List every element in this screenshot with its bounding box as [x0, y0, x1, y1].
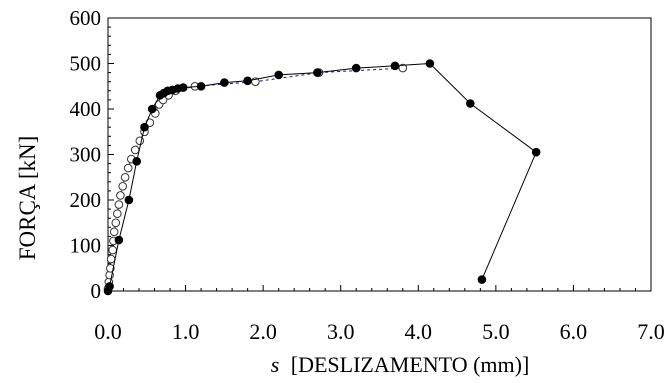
data-point: [114, 200, 124, 209]
data-point: [124, 195, 134, 205]
x-tick-label: 7.0: [637, 319, 665, 344]
y-tick-label: 500: [70, 52, 102, 76]
y-tick-labels: 0 100 200 300 400 500 600: [70, 6, 102, 303]
y-tick-label: 400: [70, 97, 102, 121]
data-point: [140, 122, 149, 132]
data-point: [398, 63, 408, 73]
x-axis-label-text: [DESLIZAMENTO (mm)]: [291, 352, 530, 377]
data-point: [105, 282, 114, 291]
data-point: [243, 76, 252, 86]
x-tick-label: 4.0: [405, 319, 433, 344]
data-point: [116, 191, 125, 200]
data-point: [132, 157, 141, 166]
x-tick-labels: 0.0 1.0 2.0 3.0 4.0 5.0 6.0 7.0: [94, 319, 665, 344]
data-point: [425, 59, 435, 68]
x-axis-label-italic: s: [271, 352, 280, 377]
data-point: [313, 68, 322, 77]
series-0: [103, 59, 541, 296]
data-point: [111, 218, 121, 228]
data-point: [178, 83, 188, 92]
data-point: [390, 61, 400, 71]
y-axis-label: FORÇA [kN]: [15, 136, 40, 261]
data-point: [106, 254, 116, 264]
series-line: [107, 62, 537, 292]
series-line: [107, 67, 403, 289]
data-point: [466, 99, 475, 108]
x-tick-label: 6.0: [560, 319, 588, 344]
plot-border: [107, 17, 652, 292]
data-point: [220, 78, 229, 87]
data-point: [130, 145, 140, 155]
data-point: [109, 227, 119, 237]
x-tick-label: 2.0: [249, 319, 277, 344]
data-point: [120, 173, 130, 182]
x-tick-label: 0.0: [94, 319, 122, 344]
y-tick-label: 100: [70, 234, 102, 258]
y-tick-label: 200: [70, 188, 102, 212]
x-tick-label: 5.0: [482, 319, 510, 344]
x-tick-label: 3.0: [327, 319, 355, 344]
series-1: [103, 63, 408, 294]
data-point: [114, 235, 124, 245]
y-axis: FORÇA [kN]: [15, 136, 40, 261]
data-point: [351, 63, 361, 73]
data-point: [113, 209, 122, 218]
data-point: [477, 275, 487, 284]
data-point: [123, 163, 133, 173]
y-tick-label: 600: [70, 6, 102, 30]
data-point: [147, 104, 157, 114]
data-point: [531, 147, 541, 157]
x-tick-label: 1.0: [172, 319, 200, 344]
data-point: [196, 82, 206, 91]
data-point: [108, 245, 117, 255]
data-point: [118, 182, 127, 191]
y-tick-label: 300: [70, 143, 102, 167]
series-layer: [103, 59, 541, 296]
x-axis-label: s [DESLIZAMENTO (mm)]: [271, 352, 530, 377]
data-point: [274, 70, 284, 80]
y-tick-label: 0: [91, 279, 102, 303]
plot-frame: [107, 17, 652, 292]
data-point: [106, 264, 115, 273]
